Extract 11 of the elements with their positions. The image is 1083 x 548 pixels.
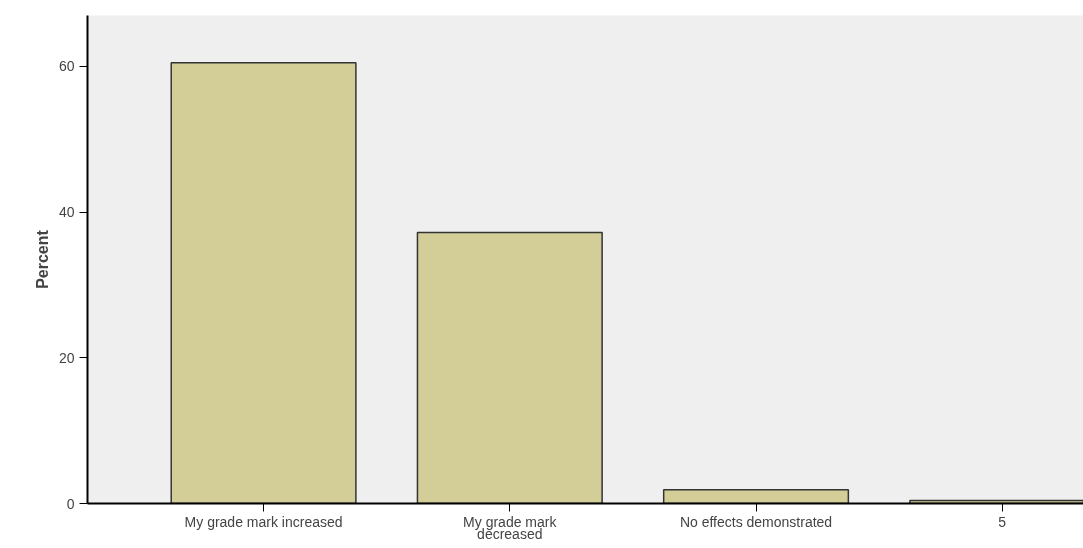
y-axis-title: Percent	[33, 229, 51, 289]
bar	[416, 231, 603, 504]
x-tick-label: 5	[998, 513, 1007, 530]
y-tick-label: 20	[58, 349, 75, 366]
bar	[170, 62, 357, 504]
y-tick-label: 60	[58, 58, 75, 75]
y-tick-label: 40	[58, 204, 75, 221]
x-tick-label: My grade mark decreased	[463, 513, 558, 543]
x-tick-label: No effects demonstrated	[679, 513, 833, 530]
x-tick-label: My grade mark increased	[184, 513, 343, 530]
y-tick-label: 0	[66, 495, 75, 512]
